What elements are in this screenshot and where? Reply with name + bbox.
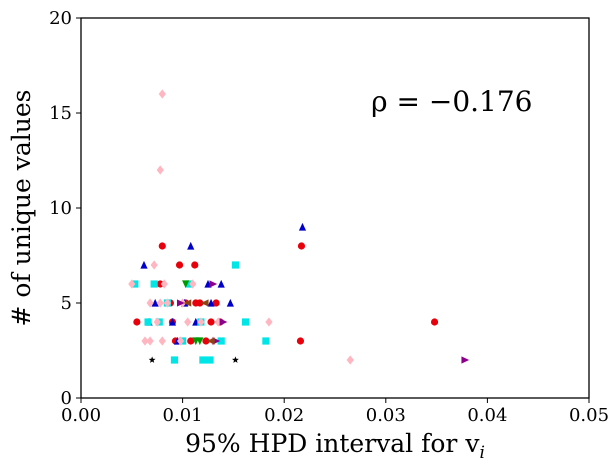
- x-tick-label: 0.03: [366, 405, 406, 426]
- data-point-diamond: [141, 336, 149, 346]
- data-point-circle: [175, 261, 184, 269]
- data-point-star: [148, 356, 156, 363]
- data-point-square: [241, 318, 250, 326]
- data-point-triangle-up: [217, 279, 225, 288]
- data-point-diamond: [153, 317, 161, 327]
- data-point-circle: [133, 318, 141, 326]
- data-point-circle: [212, 299, 220, 307]
- data-point-square: [170, 356, 179, 364]
- y-tick-label: 10: [49, 198, 72, 219]
- data-point-diamond: [265, 317, 273, 327]
- x-tick-label: 0.01: [163, 405, 203, 426]
- x-tick-label: 0.05: [569, 405, 609, 426]
- y-tick-label: 0: [61, 388, 72, 409]
- data-point-diamond: [160, 279, 168, 289]
- data-point-square: [231, 261, 240, 269]
- data-point-triangle-right: [176, 299, 185, 307]
- data-point-triangle-up: [187, 241, 195, 250]
- data-point-diamond: [150, 260, 158, 270]
- data-point-square: [199, 356, 207, 364]
- correlation-annotation: ρ = −0.176: [371, 85, 532, 118]
- data-point-triangle-up: [226, 298, 234, 307]
- data-point-square: [144, 318, 152, 326]
- data-point-triangle-right: [209, 280, 218, 288]
- data-point-triangle-up: [168, 317, 177, 326]
- y-tick-label: 15: [49, 103, 72, 124]
- data-point-circle: [296, 337, 305, 345]
- data-point-star: [232, 356, 239, 363]
- data-point-circle: [156, 280, 164, 288]
- data-point-diamond: [163, 298, 171, 308]
- data-point-circle: [191, 261, 199, 269]
- data-point-diamond: [158, 336, 166, 346]
- data-point-diamond: [197, 317, 205, 327]
- data-point-circle: [158, 242, 166, 250]
- data-point-diamond: [146, 298, 154, 308]
- x-axis-label-main: 95% HPD interval for v: [185, 429, 480, 458]
- y-tick-label: 5: [61, 293, 72, 314]
- data-point-triangle-up: [140, 260, 148, 269]
- plot-area-frame: [80, 17, 590, 399]
- data-point-triangle-left: [200, 299, 209, 307]
- data-point-triangle-down: [196, 337, 204, 346]
- data-point-square: [206, 356, 214, 364]
- data-point-triangle-right: [219, 318, 228, 326]
- data-point-triangle-right: [461, 356, 470, 364]
- data-point-diamond: [128, 279, 136, 289]
- data-point-circle: [192, 299, 200, 307]
- data-point-circle: [207, 318, 215, 326]
- data-point-diamond: [158, 89, 166, 99]
- data-point-triangle-up: [207, 298, 215, 307]
- data-point-triangle-down: [182, 280, 190, 289]
- data-point-diamond: [184, 317, 192, 327]
- x-axis-label-subscript: i: [479, 443, 484, 463]
- data-point-circle: [297, 242, 306, 250]
- data-point-triangle-left: [183, 299, 192, 307]
- data-point-circle: [187, 337, 195, 345]
- y-axis-label: # of unique values: [7, 90, 36, 327]
- data-point-square: [262, 337, 270, 345]
- data-point-diamond: [156, 298, 164, 308]
- data-point-diamond: [156, 165, 164, 175]
- x-axis-ticks: 0.00 0.01 0.02 0.03 0.04 0.05: [61, 398, 609, 426]
- data-point-triangle-up: [298, 222, 307, 231]
- x-tick-label: 0.04: [467, 405, 507, 426]
- data-point-diamond: [346, 355, 354, 365]
- data-point-circle: [202, 337, 210, 345]
- data-point-triangle-up: [151, 298, 159, 307]
- data-point-circle: [430, 318, 439, 326]
- data-point-diamond: [189, 279, 197, 289]
- x-tick-label: 0.00: [61, 405, 101, 426]
- y-axis-ticks: 0 5 10 15 20: [49, 8, 81, 409]
- data-point-square: [217, 337, 225, 345]
- data-point-diamond: [146, 336, 154, 346]
- data-point-triangle-left: [206, 337, 215, 345]
- x-tick-label: 0.02: [264, 405, 304, 426]
- x-axis-label: 95% HPD interval for vi: [185, 429, 485, 463]
- data-points: [128, 89, 470, 365]
- data-point-square: [150, 280, 158, 288]
- y-tick-label: 20: [49, 8, 72, 29]
- data-point-diamond: [176, 336, 185, 346]
